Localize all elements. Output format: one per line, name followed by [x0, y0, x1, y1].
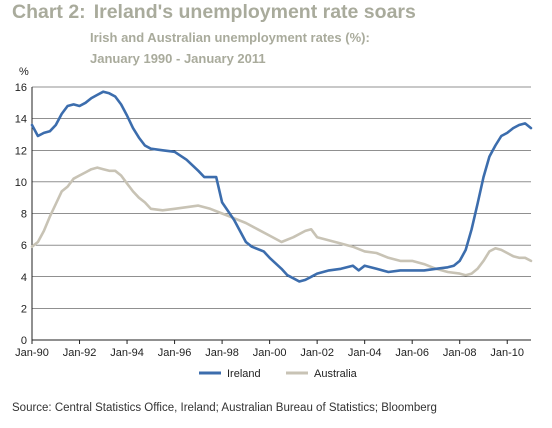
x-tick-label: Jan-98	[205, 347, 239, 359]
y-tick-label: 8	[21, 209, 27, 221]
chart-number: Chart 2:	[12, 1, 86, 23]
chart-title-text: Ireland's unemployment rate soars	[93, 1, 416, 23]
x-tick-label: Jan-06	[395, 347, 429, 359]
x-tick-label: Jan-02	[300, 347, 334, 359]
y-tick-label: 6	[21, 240, 27, 252]
x-tick-label: Jan-00	[253, 347, 287, 359]
legend-label-ireland: Ireland	[227, 368, 261, 380]
chart-title: Chart 2: Ireland's unemployment rate soar…	[12, 1, 416, 24]
y-tick-label: 14	[15, 114, 27, 126]
x-tick-label: Jan-90	[15, 347, 49, 359]
y-tick-label: 12	[15, 145, 27, 157]
x-tick-label: Jan-94	[110, 347, 144, 359]
y-tick-label: 4	[21, 272, 27, 284]
chart-subtitle-line2: January 1990 - January 2011	[90, 51, 266, 66]
y-tick-label: 10	[15, 177, 27, 189]
x-tick-label: Jan-04	[348, 347, 382, 359]
series-line-australia	[30, 166, 533, 277]
source-note: Source: Central Statistics Office, Irela…	[12, 402, 437, 414]
chart-subtitle-line1: Irish and Australian unemployment rates …	[90, 30, 370, 45]
y-tick-label: 0	[21, 335, 27, 347]
x-tick-label: Jan-08	[443, 347, 477, 359]
x-tick-label: Jan-92	[63, 347, 97, 359]
y-axis-unit-label: %	[19, 66, 29, 78]
series-line-ireland	[30, 90, 533, 283]
y-tick-label: 2	[21, 303, 27, 315]
legend-label-australia: Australia	[314, 368, 358, 380]
x-tick-label: Jan-96	[158, 347, 192, 359]
y-tick-label: 16	[15, 82, 27, 94]
x-tick-label: Jan-10	[490, 347, 524, 359]
